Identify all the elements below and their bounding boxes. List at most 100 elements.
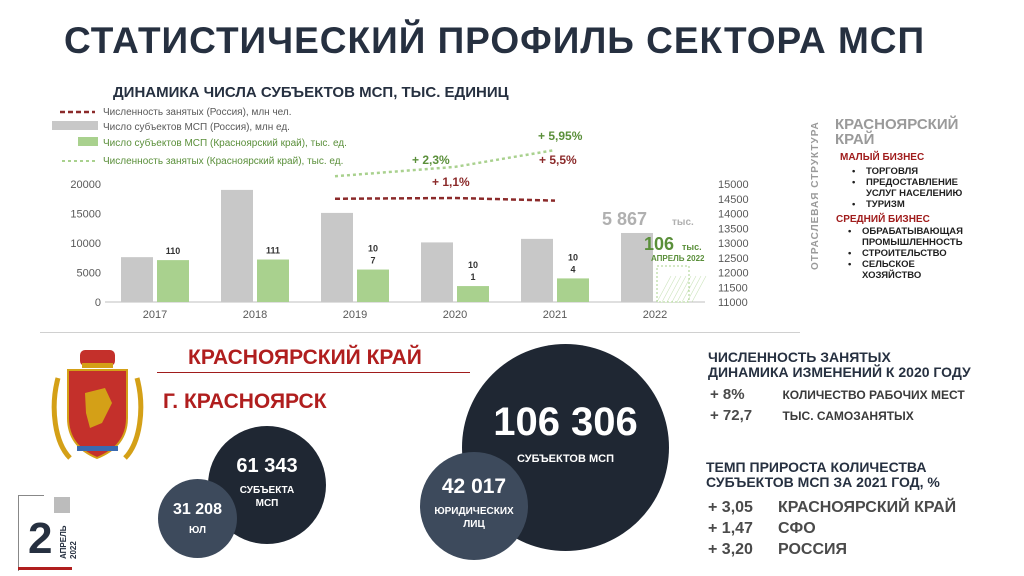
legend-entry: Число субъектов МСП (Красноярский край),… <box>103 137 347 149</box>
page-marker-line <box>18 495 44 496</box>
page-marker-red-line <box>18 567 72 570</box>
side-region-line1: КРАСНОЯРСКИЙ <box>835 116 959 133</box>
growth-annotation: + 2,3% <box>412 153 450 167</box>
page-marker-line <box>18 495 19 571</box>
bar-data-label: 110 <box>166 246 181 256</box>
small-business-list: ТОРГОВЛЯ ПРЕДОСТАВЛЕНИЕ УСЛУГ НАСЕЛЕНИЮ … <box>840 166 1006 210</box>
legend-swatch <box>78 137 98 146</box>
employment-label: КОЛИЧЕСТВО РАБОЧИХ МЕСТ <box>782 388 965 402</box>
growth-label: РОССИЯ <box>778 541 848 558</box>
city-legal-circle: 31 208 ЮЛ <box>158 479 237 558</box>
growth-row: + 3,05 КРАСНОЯРСКИЙ КРАЙ <box>708 499 956 517</box>
y-tick-label: 20000 <box>70 179 101 191</box>
x-tick-label: 2019 <box>343 309 367 321</box>
legend-entry: Численность занятых (Красноярский край),… <box>103 156 343 167</box>
region-bar-hatch <box>691 275 707 303</box>
growth-annotation: + 1,1% <box>432 175 470 189</box>
coat-of-arms-icon <box>51 350 144 460</box>
region-bar <box>257 259 289 302</box>
bar-data-label: 10 <box>568 252 578 262</box>
legend-entry: Число субъектов МСП (Россия), млн ед. <box>103 121 290 133</box>
growth-row: + 3,20 РОССИЯ <box>708 541 847 559</box>
region-2022-value: 106 <box>644 234 674 254</box>
region-bar <box>357 269 389 302</box>
bar-data-label: 1 <box>470 272 475 282</box>
region-total-value: 106 306 <box>493 400 638 444</box>
page-marker-square <box>54 497 70 513</box>
russia-bar <box>221 189 253 302</box>
x-tick-label: 2017 <box>143 309 167 321</box>
growth-value: + 3,20 <box>708 541 753 558</box>
employment-row: + 72,7 ТЫС. САМОЗАНЯТЫХ <box>710 407 914 425</box>
y2-tick-label: 14000 <box>718 209 749 221</box>
city-legal-label: ЮЛ <box>189 525 206 536</box>
page-month: АПРЕЛЬ <box>59 525 68 559</box>
region-employment-line <box>334 148 556 178</box>
x-tick-label: 2021 <box>543 309 567 321</box>
bar-data-label: 111 <box>266 246 280 256</box>
y2-tick-label: 13000 <box>718 238 749 250</box>
chart-title: ДИНАМИКА ЧИСЛА СУБЪЕКТОВ МСП, ТЫС. ЕДИНИ… <box>113 84 509 101</box>
city-total-value: 61 343 <box>236 454 298 477</box>
small-business-heading: МАЛЫЙ БИЗНЕС <box>840 152 925 163</box>
growth-label: КРАСНОЯРСКИЙ КРАЙ <box>778 499 957 516</box>
employment-heading-line1: ЧИСЛЕННОСТЬ ЗАНЯТЫХ <box>708 349 891 365</box>
employment-label: ТЫС. САМОЗАНЯТЫХ <box>782 409 914 423</box>
y-tick-label: 15000 <box>70 209 101 221</box>
list-item: СТРОИТЕЛЬСТВО <box>848 248 1012 259</box>
side-vertical-label: ОТРАСЛЕВАЯ СТРУКТУРА <box>810 121 821 270</box>
region-bar-hatch <box>671 275 687 303</box>
y2-tick-label: 11000 <box>718 297 748 309</box>
medium-business-heading: СРЕДНИЙ БИЗНЕС <box>836 214 930 225</box>
y2-tick-label: 14500 <box>718 194 749 206</box>
russia-bar <box>521 238 553 302</box>
city-legal-value: 31 208 <box>173 501 222 518</box>
region-title-underline <box>157 372 470 373</box>
bar-data-label: 10 <box>368 244 378 254</box>
region-legal-circle: 42 017 ЮРИДИЧЕСКИХ ЛИЦ <box>420 452 528 560</box>
growth-heading: ТЕМП ПРИРОСТА КОЛИЧЕСТВА СУБЪЕКТОВ МСП З… <box>706 460 940 490</box>
list-item: СЕЛЬСКОЕ ХОЗЯЙСТВО <box>848 259 942 281</box>
x-tick-label: 2020 <box>443 309 467 321</box>
bar-data-label: 4 <box>570 264 575 274</box>
x-tick-label: 2022 <box>643 309 667 321</box>
employment-value: + 72,7 <box>710 407 753 424</box>
region-bar-hatch <box>681 275 697 303</box>
city-title: Г. КРАСНОЯРСК <box>163 390 327 413</box>
growth-value: + 3,05 <box>708 499 753 516</box>
growth-row: + 1,47 СФО <box>708 520 816 538</box>
region-2022-date: АПРЕЛЬ 2022 <box>651 254 705 263</box>
y2-tick-label: 12500 <box>718 253 749 265</box>
region-bar <box>157 260 189 302</box>
region-legal-label: ЮРИДИЧЕСКИХ ЛИЦ <box>434 506 514 530</box>
growth-annotation: + 5,5% <box>539 153 577 167</box>
russia-bar <box>321 212 353 302</box>
list-item: ТОРГОВЛЯ <box>852 166 1006 177</box>
region-legal-value: 42 017 <box>441 475 507 498</box>
y2-tick-label: 15000 <box>718 179 749 191</box>
region-title: КРАСНОЯРСКИЙ КРАЙ <box>188 346 422 369</box>
section-divider <box>40 332 800 333</box>
russia-2022-unit: тыс. <box>672 217 694 228</box>
growth-label: СФО <box>778 520 816 537</box>
page-marker: 2 АПРЕЛЬ 2022 <box>18 495 78 571</box>
side-region-line2: КРАЙ <box>835 131 875 148</box>
employment-value: + 8% <box>710 386 745 403</box>
growth-annotation: + 5,95% <box>538 129 583 143</box>
page-number: 2 <box>28 514 53 563</box>
x-tick-label: 2018 <box>243 309 267 321</box>
employment-row: + 8% КОЛИЧЕСТВО РАБОЧИХ МЕСТ <box>710 386 965 404</box>
page-year: 2022 <box>69 541 78 559</box>
region-bar <box>557 278 589 302</box>
medium-business-list: ОБРАБАТЫВАЮЩАЯ ПРОМЫШЛЕННОСТЬ СТРОИТЕЛЬС… <box>836 226 1012 281</box>
employment-heading-line2: ДИНАМИКА ИЗМЕНЕНИЙ К 2020 ГОДУ <box>708 364 971 380</box>
employment-heading: ЧИСЛЕННОСТЬ ЗАНЯТЫХ ДИНАМИКА ИЗМЕНЕНИЙ К… <box>708 350 971 380</box>
region-bar-hatch <box>676 275 692 303</box>
growth-value: + 1,47 <box>708 520 753 537</box>
region-total-label: СУБЪЕКТОВ МСП <box>516 453 615 465</box>
bar-data-label: 10 <box>468 260 478 270</box>
list-item: ОБРАБАТЫВАЮЩАЯ ПРОМЫШЛЕННОСТЬ <box>848 226 982 248</box>
region-bar <box>457 286 489 302</box>
y2-tick-label: 13500 <box>718 223 749 235</box>
city-total-label: СУБЪЕКТА МСП <box>239 484 295 509</box>
